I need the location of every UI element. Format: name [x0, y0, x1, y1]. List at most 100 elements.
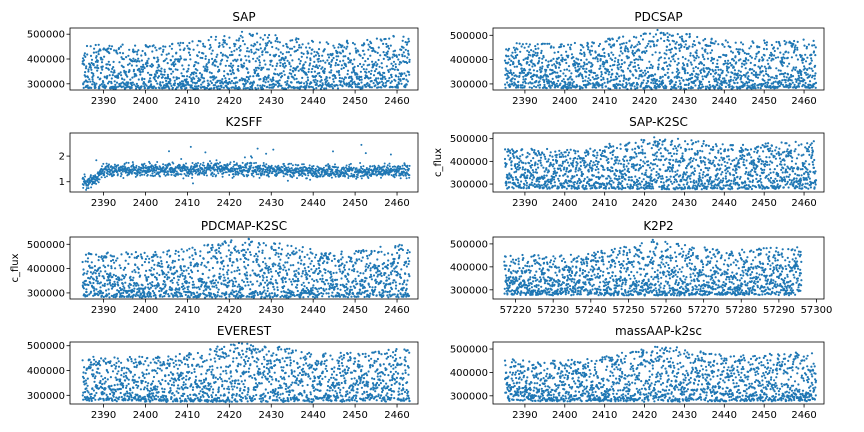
- data-point: [637, 40, 640, 44]
- data-point: [541, 65, 544, 68]
- data-point: [227, 87, 230, 90]
- data-point: [538, 56, 541, 60]
- data-point: [229, 65, 232, 68]
- data-point: [402, 174, 405, 177]
- data-point: [106, 75, 109, 78]
- data-point: [771, 76, 774, 79]
- data-point: [741, 81, 744, 84]
- data-point: [813, 77, 816, 80]
- data-point: [618, 63, 621, 66]
- data-point: [154, 174, 156, 177]
- data-point: [330, 176, 333, 179]
- data-point: [248, 50, 251, 53]
- data-point: [251, 83, 254, 86]
- data-point: [179, 41, 182, 45]
- data-point: [643, 69, 647, 72]
- data-point: [327, 163, 330, 166]
- data-point: [92, 72, 95, 75]
- data-point: [305, 177, 308, 180]
- data-point: [406, 80, 409, 83]
- data-point: [401, 164, 404, 167]
- data-point: [345, 47, 348, 50]
- data-point: [290, 167, 293, 170]
- data-point: [322, 59, 325, 62]
- data-point: [625, 78, 628, 81]
- data-point: [798, 82, 801, 85]
- data-point: [789, 85, 792, 88]
- data-point: [267, 68, 270, 71]
- data-point: [311, 40, 315, 43]
- data-point: [123, 162, 126, 165]
- data-points: [81, 30, 411, 91]
- data-point: [346, 82, 349, 86]
- data-point: [351, 78, 354, 81]
- data-point: [199, 78, 202, 81]
- data-point: [779, 44, 782, 47]
- data-point: [252, 175, 255, 178]
- x-tick-label: 2440: [712, 96, 737, 107]
- data-point: [302, 52, 305, 56]
- data-point: [128, 69, 131, 73]
- data-point: [745, 58, 748, 61]
- data-point: [266, 51, 269, 54]
- x-tick-label: 2460: [384, 198, 409, 209]
- data-point: [691, 86, 694, 89]
- data-point: [277, 164, 280, 167]
- data-point: [348, 52, 351, 55]
- data-point: [170, 84, 173, 87]
- data-point: [635, 36, 638, 39]
- data-point: [736, 81, 739, 84]
- data-point: [217, 162, 220, 165]
- x-tick-label: 2420: [632, 96, 657, 107]
- data-point: [793, 39, 796, 43]
- data-point: [240, 77, 243, 80]
- data-point: [177, 77, 181, 80]
- data-point: [213, 84, 217, 87]
- data-point: [796, 40, 799, 44]
- data-point: [505, 182, 508, 185]
- data-point: [124, 166, 127, 169]
- data-point: [239, 49, 242, 52]
- data-point: [560, 43, 563, 46]
- data-point: [669, 64, 672, 67]
- data-point: [326, 59, 329, 62]
- data-point: [806, 73, 809, 76]
- data-point: [254, 66, 258, 69]
- data-point: [665, 85, 668, 88]
- data-point: [759, 66, 762, 69]
- data-point: [202, 52, 205, 55]
- data-point: [719, 56, 722, 59]
- data-point: [146, 173, 149, 176]
- data-point: [729, 46, 732, 49]
- data-point: [298, 62, 301, 65]
- data-point: [769, 67, 772, 70]
- data-point: [567, 43, 570, 46]
- data-point: [398, 53, 401, 56]
- data-point: [271, 45, 274, 49]
- x-tick-label: 2410: [175, 198, 200, 209]
- data-point: [337, 69, 341, 73]
- data-point: [313, 60, 316, 64]
- data-point: [152, 44, 155, 47]
- data-point: [124, 70, 127, 73]
- data-point: [337, 166, 340, 169]
- data-point: [800, 54, 803, 57]
- data-point: [325, 76, 328, 79]
- data-point: [172, 162, 175, 165]
- data-point: [298, 46, 301, 49]
- data-point: [84, 75, 87, 78]
- data-point: [326, 170, 329, 172]
- data-point: [261, 84, 264, 87]
- data-point: [274, 40, 277, 43]
- data-point: [335, 58, 338, 62]
- data-point: [662, 81, 665, 85]
- data-point: [90, 58, 94, 61]
- data-point: [289, 65, 292, 68]
- data-point: [556, 62, 559, 65]
- x-tick-label: 2440: [300, 96, 325, 107]
- x-tick-label: 2430: [259, 96, 284, 107]
- data-point: [747, 59, 750, 62]
- data-point: [600, 70, 603, 74]
- data-point: [329, 71, 332, 74]
- data-point: [297, 58, 300, 61]
